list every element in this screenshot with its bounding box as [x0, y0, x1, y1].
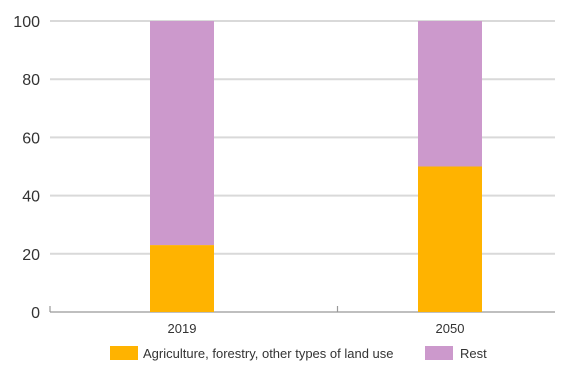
y-tick-label: 0	[31, 305, 40, 322]
bar-segment-1-1	[418, 21, 482, 167]
y-tick-label: 20	[22, 247, 40, 264]
bars	[150, 21, 482, 312]
tick-labels: 0 20 40 60 80 100 2019 2050	[13, 14, 464, 336]
bar-segment-1-0	[150, 21, 214, 246]
legend-swatch	[425, 346, 453, 360]
x-tick-label: 2050	[436, 321, 465, 336]
legend: Agriculture, forestry, other types of la…	[110, 346, 487, 361]
bar-segment-0-0	[150, 245, 214, 312]
legend-label: Rest	[460, 346, 487, 361]
y-tick-label: 40	[22, 189, 40, 206]
y-tick-label: 80	[22, 72, 40, 89]
y-tick-label: 100	[13, 14, 40, 31]
y-tick-label: 60	[22, 130, 40, 147]
legend-swatch	[110, 346, 138, 360]
bar-segment-0-1	[418, 166, 482, 312]
x-tick-label: 2019	[168, 321, 197, 336]
legend-label: Agriculture, forestry, other types of la…	[143, 346, 394, 361]
